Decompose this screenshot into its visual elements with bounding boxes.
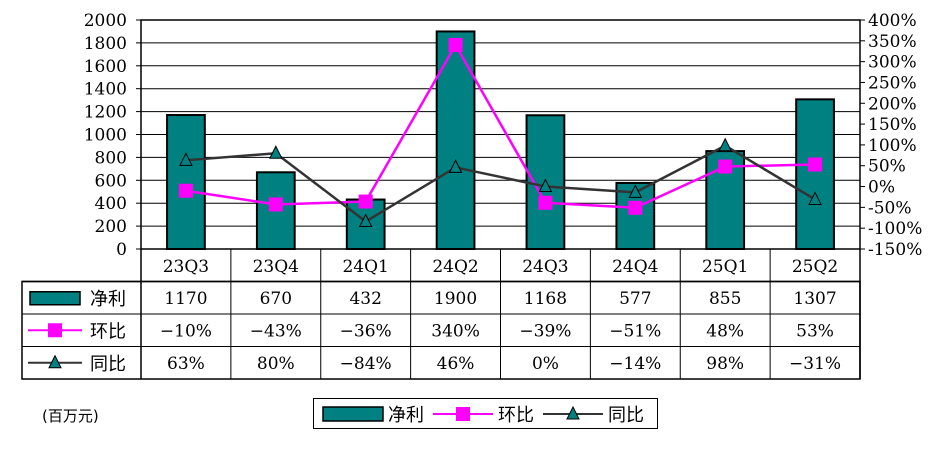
table-cell: −36%: [340, 321, 392, 341]
legend-huanbi-swatch: [433, 406, 493, 421]
point-marker: [179, 152, 193, 166]
x-tick-label: 23Q3: [163, 257, 209, 277]
y-left-tick-label: 200: [95, 217, 127, 237]
series-line: [185, 42, 816, 210]
point-marker: [808, 157, 823, 172]
table-cell: 48%: [706, 321, 744, 341]
y-right-tick-label: 150%: [868, 115, 917, 135]
table-cell: −84%: [340, 354, 392, 374]
table-key-marker: [48, 323, 62, 338]
x-tick-label: 25Q2: [792, 257, 838, 277]
y-right-tick-label: 350%: [868, 32, 917, 52]
point-marker: [358, 194, 373, 209]
legend-label-bar: 净利: [388, 404, 424, 426]
table-cell: 63%: [167, 354, 205, 374]
table-cell: −43%: [250, 321, 302, 341]
table-cell: 577: [619, 289, 651, 309]
point-marker: [448, 159, 463, 173]
table-series-name: 环比: [90, 321, 126, 342]
unit-label: (百万元): [42, 407, 99, 425]
y-left-tick-label: 2000: [84, 11, 127, 31]
y-right-tick-label: 400%: [868, 11, 917, 31]
table-series-name: 同比: [90, 354, 126, 375]
table-cell: −39%: [519, 321, 571, 341]
table-cell: 670: [260, 289, 292, 309]
y-right-tick-label: 50%: [868, 157, 906, 177]
x-tick-label: 24Q2: [432, 257, 478, 277]
point-marker: [628, 184, 643, 198]
y-left-tick-label: 0: [116, 240, 127, 260]
y-left-tick-label: 1000: [84, 126, 127, 146]
point-marker: [269, 145, 283, 159]
y-right-tick-label: 100%: [868, 136, 917, 156]
y-left-tick-label: 1400: [84, 80, 127, 100]
legend-item-huanbi: 环比: [432, 401, 534, 427]
legend-tongbi-swatch: [543, 405, 603, 419]
y-right-tick-label: 250%: [868, 73, 917, 93]
y-right-tick-label: -50%: [868, 198, 912, 218]
point-marker: [358, 213, 373, 228]
point-marker: [718, 137, 732, 152]
table-series-name: 净利: [90, 289, 126, 310]
table-cell: 80%: [257, 354, 295, 374]
x-tick-label: 25Q1: [702, 257, 748, 277]
y-left-tick-label: 1200: [84, 103, 127, 123]
legend: 净利 环比 同比: [313, 398, 658, 429]
legend-item-bar: 净利: [322, 401, 424, 427]
table-cell: 340%: [431, 321, 480, 341]
bar: [795, 98, 835, 251]
table-cell: 46%: [437, 354, 475, 374]
table-cell: 1307: [793, 289, 836, 309]
y-right-tick-label: 300%: [868, 53, 917, 73]
bar: [166, 114, 206, 250]
table-cell: 1170: [164, 289, 207, 309]
table-cell: 432: [349, 289, 381, 309]
table-cell: 1900: [434, 289, 477, 309]
y-left-tick-label: 1800: [84, 34, 127, 54]
y-right-tick-label: -150%: [868, 240, 922, 260]
y-right-tick-label: 200%: [868, 94, 917, 114]
point-marker: [178, 183, 193, 198]
legend-label-tongbi: 同比: [608, 404, 644, 426]
legend-item-tongbi: 同比: [542, 401, 644, 427]
bar: [435, 30, 476, 251]
table-cell: 53%: [796, 321, 834, 341]
y-left-tick-label: 800: [95, 148, 127, 168]
table-cell: 1168: [524, 289, 567, 309]
y-right-tick-label: -100%: [868, 219, 922, 239]
y-left-tick-label: 600: [95, 171, 127, 191]
table-key-bar: [29, 291, 81, 306]
point-marker: [538, 195, 553, 210]
legend-label-huanbi: 环比: [498, 404, 534, 426]
point-marker: [628, 200, 643, 215]
series-line: [185, 144, 816, 224]
table-cell: −14%: [609, 354, 661, 374]
y-right-tick-label: 0%: [868, 178, 895, 198]
x-tick-label: 24Q4: [612, 257, 658, 277]
x-tick-label: 24Q1: [342, 257, 388, 277]
legend-bar-swatch: [322, 405, 384, 422]
x-tick-label: 23Q4: [253, 257, 299, 277]
table-cell: −51%: [609, 321, 661, 341]
point-marker: [268, 197, 283, 212]
table-cell: 0%: [532, 354, 559, 374]
y-left-tick-label: 1600: [84, 57, 127, 77]
table-key-marker: [48, 354, 62, 369]
point-marker: [538, 178, 553, 193]
point-marker: [718, 159, 733, 174]
table-cell: −31%: [789, 354, 841, 374]
table-cell: −10%: [160, 321, 212, 341]
y-left-tick-label: 400: [95, 194, 127, 214]
x-tick-label: 24Q3: [522, 257, 568, 277]
table-cell: 855: [709, 289, 741, 309]
table-cell: 98%: [706, 354, 744, 374]
point-marker: [448, 37, 463, 52]
point-marker: [808, 191, 822, 205]
